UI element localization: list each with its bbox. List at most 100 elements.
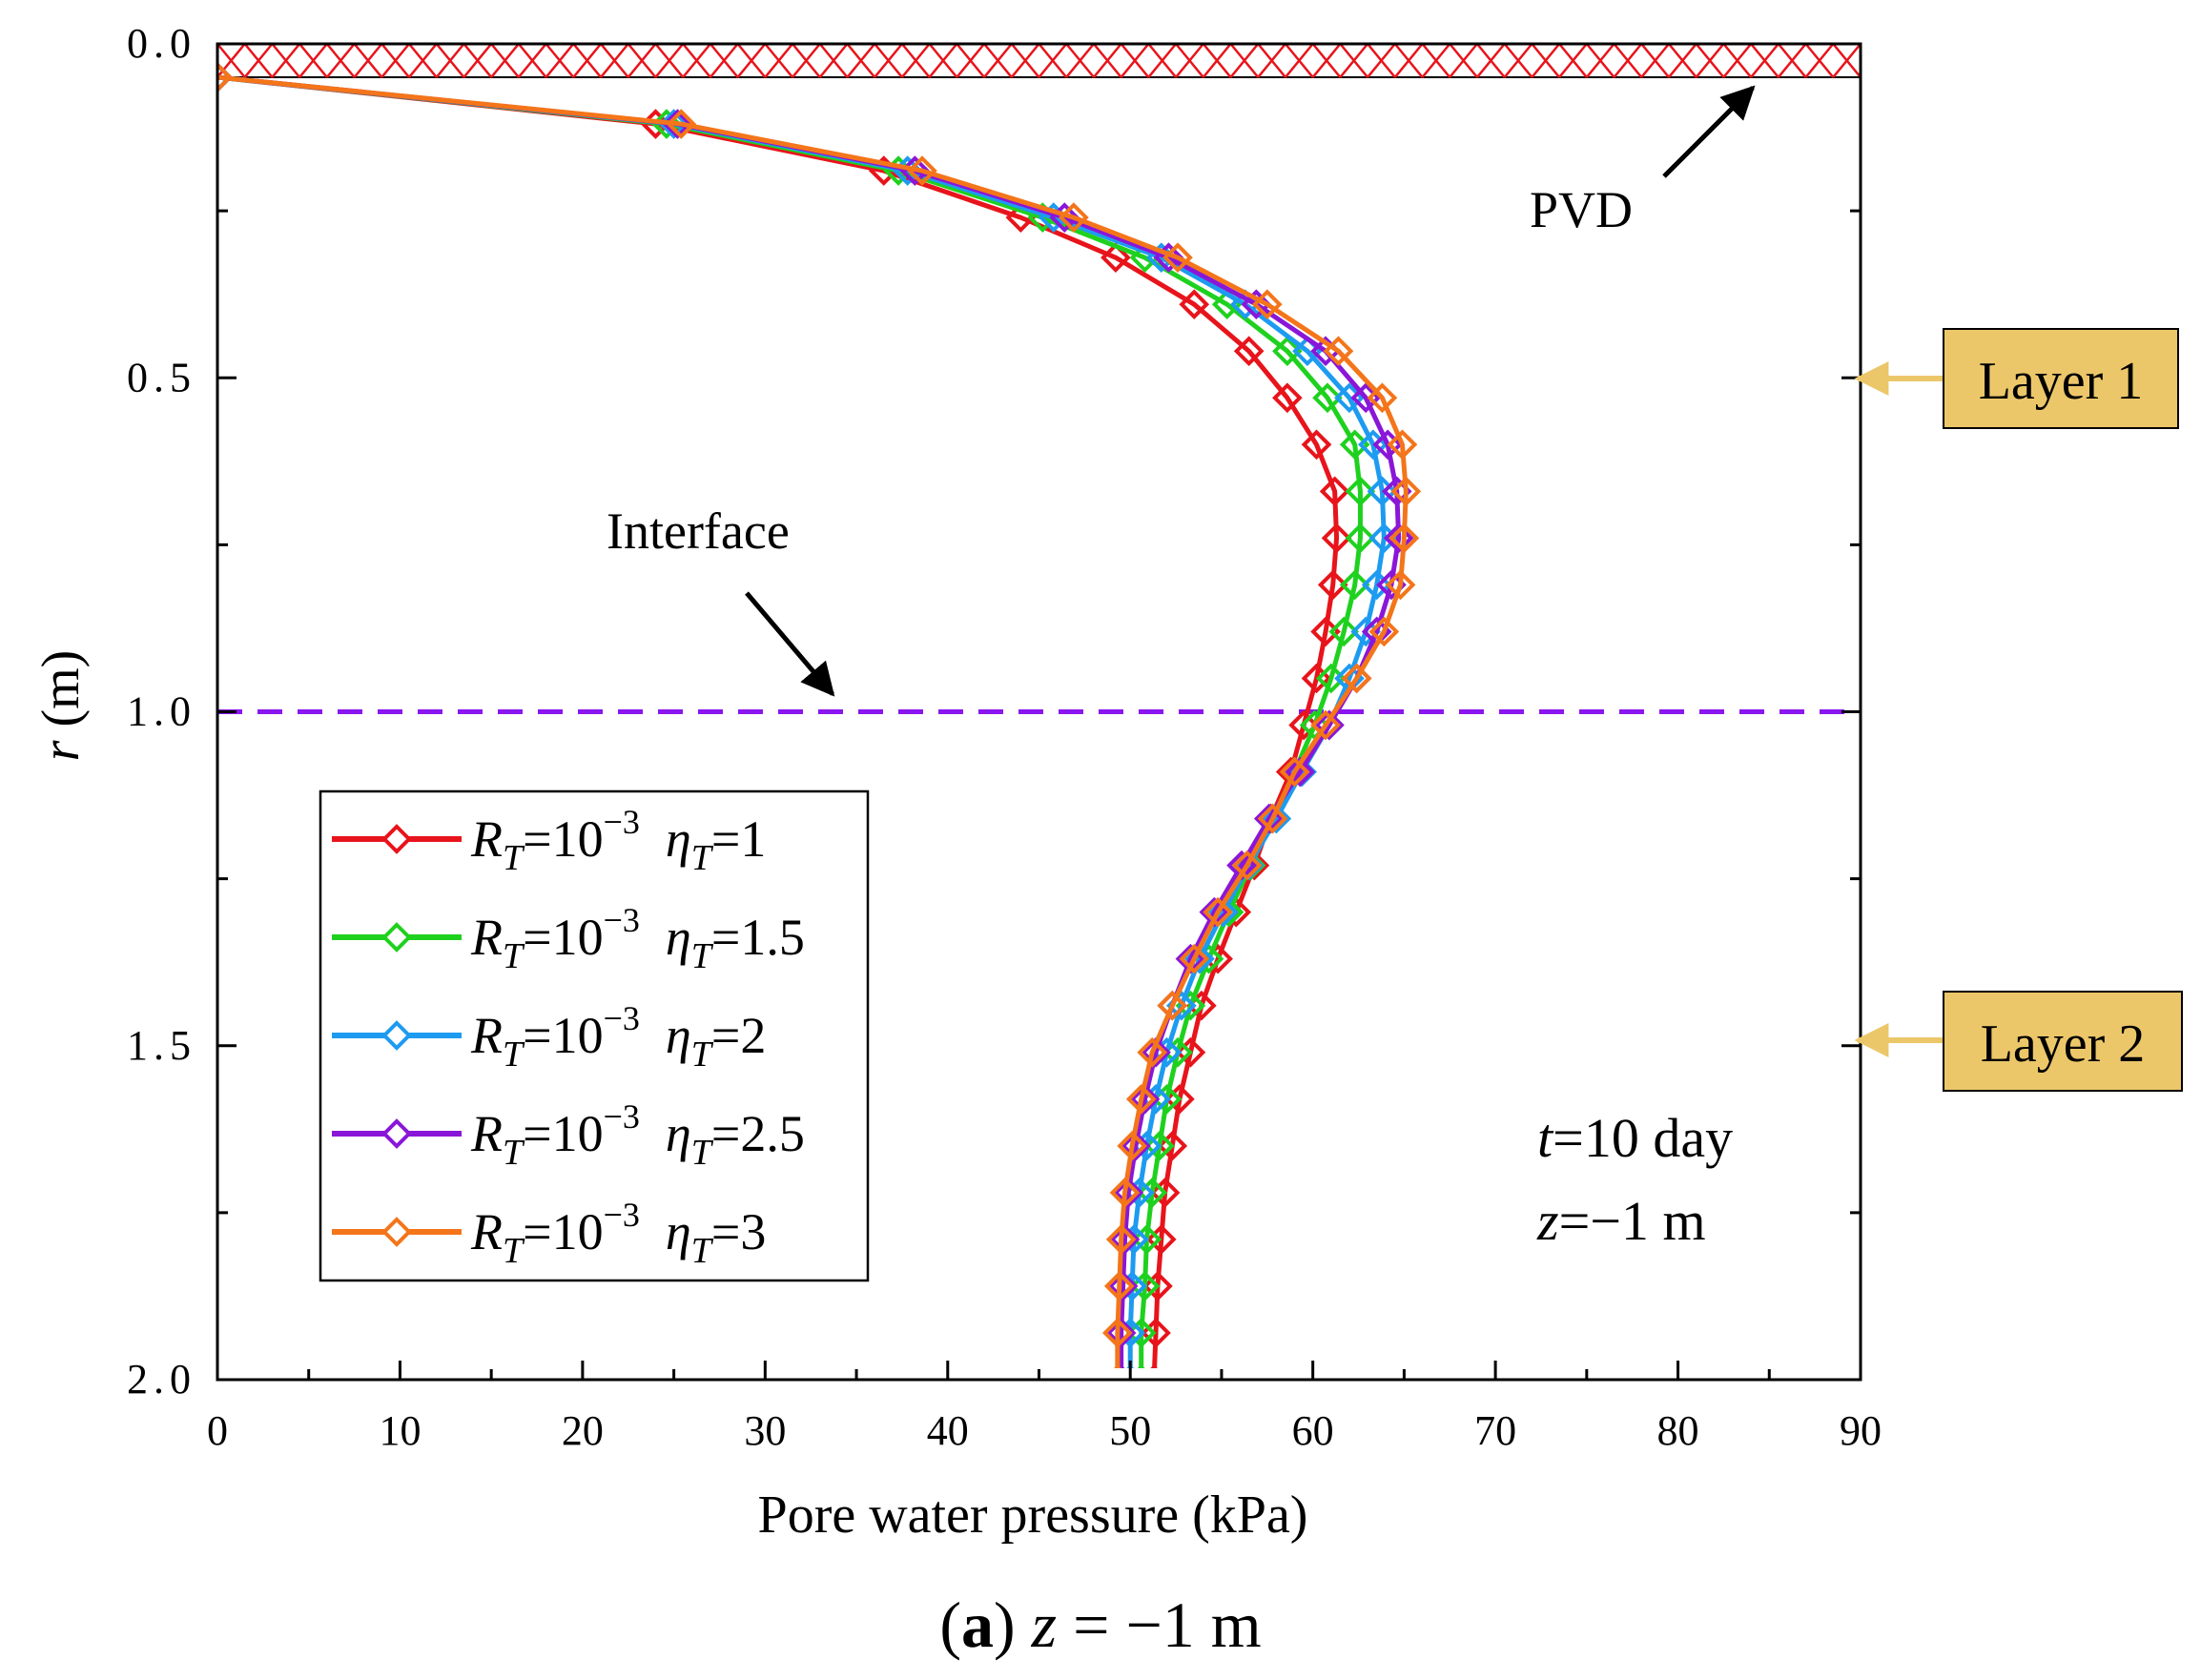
pvd-arrow	[1662, 85, 1756, 178]
pvd-hatch-mark	[764, 43, 794, 78]
data-point	[1179, 943, 1210, 974]
pvd-hatch-mark	[792, 43, 821, 78]
pvd-hatch-mark	[1311, 43, 1342, 78]
layer2-box	[1943, 991, 2183, 1092]
caption-rest: z = −1 m	[1016, 1588, 1262, 1661]
layer2-callout: Layer 2	[1854, 991, 2183, 1092]
data-point	[1272, 382, 1303, 414]
data-point	[1288, 709, 1319, 741]
y-tick-label: 1.0	[127, 688, 196, 735]
pvd-hatch-mark	[1229, 43, 1260, 78]
data-point	[1157, 1130, 1188, 1161]
data-point	[1319, 476, 1350, 507]
data-point	[1301, 429, 1332, 461]
data-point	[1100, 242, 1131, 273]
pvd-hatch-mark	[654, 43, 685, 78]
data-point	[1141, 1036, 1171, 1068]
data-point	[1125, 1318, 1157, 1348]
legend-swatch-marker	[381, 922, 412, 953]
layer1-label: Layer 1	[1979, 352, 2144, 411]
x-tick-label: 50	[1109, 1407, 1151, 1454]
data-point	[217, 62, 233, 92]
data-point	[1107, 1271, 1139, 1301]
data-point	[1231, 850, 1263, 881]
data-point	[1157, 990, 1188, 1021]
data-point	[666, 109, 697, 139]
data-point	[1233, 336, 1265, 367]
legend-label: RT=10−3 ηT=1.5	[470, 901, 805, 976]
pvd-hatch-mark	[353, 43, 383, 78]
x-tick-label: 30	[744, 1407, 786, 1454]
data-point	[1285, 756, 1316, 788]
pvd-hatch-mark	[1092, 43, 1122, 78]
data-point	[1383, 522, 1414, 554]
pvd-hatch-mark	[1257, 43, 1286, 78]
y-axis-label: r (m)	[31, 650, 91, 762]
pvd-hatch-mark	[1175, 43, 1204, 78]
data-point	[1144, 1130, 1175, 1161]
pvd-hatch-mark	[1393, 43, 1424, 78]
caption-bold: a	[961, 1588, 994, 1661]
data-point	[1390, 476, 1422, 507]
x-tick-label: 90	[1840, 1407, 1882, 1454]
pvd-hatch-mark	[928, 43, 958, 78]
data-point	[1164, 1083, 1195, 1115]
pvd-hatch-mark	[325, 43, 356, 78]
layer1-box	[1943, 328, 2179, 429]
caption-paren-open: (	[939, 1588, 961, 1661]
data-point	[1312, 382, 1343, 414]
y-tick-label: 0.0	[127, 20, 196, 67]
data-point	[1059, 202, 1089, 233]
data-point	[1241, 289, 1272, 320]
x-tick-label: 80	[1657, 1407, 1699, 1454]
y-tick-label: 1.5	[127, 1022, 196, 1069]
pvd-hatch-mark	[1640, 43, 1670, 78]
time-annotation: t=10 day	[1537, 1107, 1733, 1169]
pvd-hatch-mark	[298, 43, 328, 78]
figure-caption: (a) z = −1 m	[939, 1588, 1261, 1661]
data-point	[1321, 522, 1352, 554]
pvd-hatch-mark	[818, 43, 849, 78]
pvd-hatch-mark	[1065, 43, 1095, 78]
pvd-hatch-mark	[545, 43, 575, 78]
pvd-hatch-mark	[900, 43, 931, 78]
pvd-hatch-mark	[435, 43, 465, 78]
pvd-band	[216, 43, 1862, 79]
depth-annotation: z=−1 m	[1536, 1190, 1706, 1252]
x-tick-label: 0	[207, 1407, 228, 1454]
pvd-hatch-mark	[1750, 43, 1779, 78]
y-tick-labels: 0.0 0.5 1.0 1.5 2.0	[127, 20, 196, 1403]
data-point	[1345, 476, 1376, 507]
pvd-hatch-mark	[874, 43, 903, 78]
legend-swatch-marker	[381, 824, 412, 854]
data-point	[1341, 663, 1372, 694]
pvd-hatch-mark	[1010, 43, 1040, 78]
data-point	[1131, 1224, 1162, 1255]
data-point	[1149, 1178, 1181, 1208]
x-tick-label: 60	[1292, 1407, 1334, 1454]
data-point	[1175, 1036, 1206, 1068]
pvd-hatch-mark	[1695, 43, 1725, 78]
pvd-hatch-mark	[1804, 43, 1835, 78]
y-axis-label-symbol: r	[31, 740, 91, 761]
pvd-hatch-mark	[243, 43, 274, 78]
x-tick-label: 20	[562, 1407, 604, 1454]
data-point	[1109, 1178, 1141, 1208]
pvd-hatch-mark	[1613, 43, 1643, 78]
data-point	[1323, 336, 1354, 367]
data-point	[1113, 1178, 1144, 1208]
data-point	[1129, 1083, 1161, 1115]
data-point	[1179, 289, 1210, 320]
legend-swatch-marker	[381, 1020, 412, 1051]
pvd-hatch-mark	[1284, 43, 1314, 78]
data-point	[662, 109, 693, 139]
pvd-hatch-mark	[736, 43, 767, 78]
data-point	[1261, 803, 1292, 834]
y-tick-label: 0.5	[127, 354, 196, 400]
data-point	[1121, 1130, 1151, 1161]
pvd-hatch-mark	[1558, 43, 1588, 78]
legend-swatch-marker	[381, 1118, 412, 1149]
pvd-hatch-mark	[1503, 43, 1533, 78]
pvd-hatch-mark	[956, 43, 986, 78]
